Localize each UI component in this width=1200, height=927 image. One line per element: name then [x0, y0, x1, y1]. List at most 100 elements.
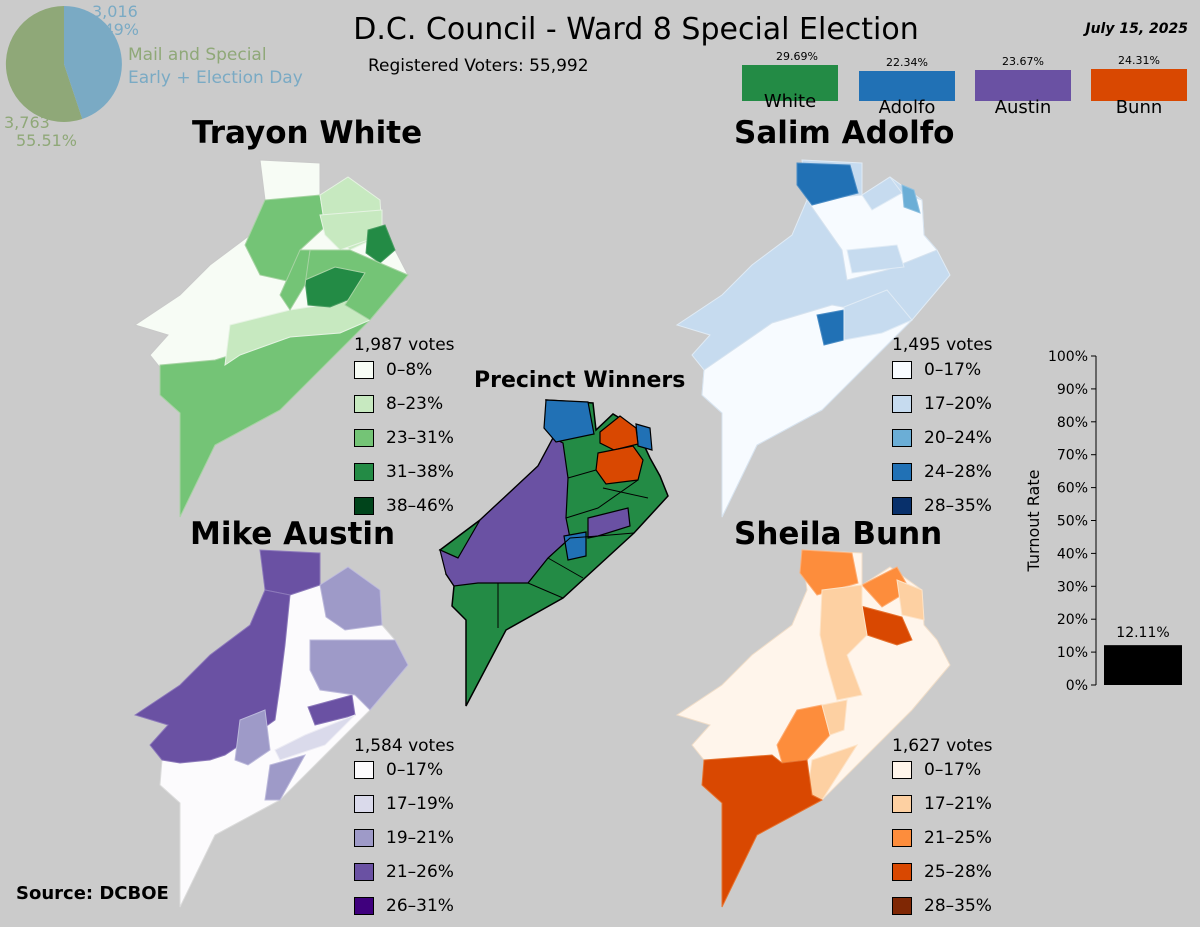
legend-item: 0–17%	[354, 753, 454, 787]
votes-adolfo: 1,495 votes	[892, 335, 993, 355]
legend-swatch	[354, 361, 374, 379]
legend-label: 21–26%	[386, 862, 454, 882]
precinct-area	[319, 566, 383, 631]
legend-swatch	[892, 863, 912, 881]
precinct-area	[264, 754, 307, 801]
legend-item: 26–31%	[354, 889, 454, 923]
legend-swatch	[892, 429, 912, 447]
precinct-area	[843, 289, 913, 341]
y-tick-label: 70%	[1057, 448, 1088, 464]
legend-label: 31–38%	[386, 462, 454, 482]
candidate-bar-pct: 29.69%	[776, 50, 818, 63]
legend-label: 0–17%	[386, 760, 444, 780]
precinct-area	[234, 709, 271, 766]
legend-label: 38–46%	[386, 496, 454, 516]
candidate-bar-name: Austin	[994, 97, 1052, 118]
legend-label: 28–35%	[924, 496, 992, 516]
legend-item: 20–24%	[892, 421, 992, 455]
legend-item: 17–20%	[892, 387, 992, 421]
legend-swatch	[354, 863, 374, 881]
precinct-area	[599, 415, 639, 451]
precinct-area	[309, 639, 409, 711]
legend-swatch	[892, 761, 912, 779]
precinct-area	[635, 423, 653, 451]
candidate-bar-pct: 24.31%	[1118, 54, 1160, 67]
candidate-bar-bunn: 24.31% Bunn	[1091, 54, 1187, 118]
legend-item: 21–25%	[892, 821, 992, 855]
map-adolfo	[675, 159, 951, 518]
precinct-area	[595, 445, 644, 485]
map-title-adolfo: Salim Adolfo	[734, 115, 955, 151]
precinct-area	[846, 244, 905, 274]
legend-swatch	[354, 429, 374, 447]
legend-item: 0–8%	[354, 353, 454, 387]
legend-swatch	[354, 761, 374, 779]
legend-label: 8–23%	[386, 394, 444, 414]
precinct-area	[224, 299, 371, 367]
precinct-area	[796, 162, 859, 206]
y-tick-label: 50%	[1057, 514, 1088, 530]
legend-label: 19–21%	[386, 828, 454, 848]
candidate-bar-swatch	[1091, 69, 1187, 101]
candidate-bar-white: 29.69% White	[742, 50, 852, 112]
y-tick-label: 40%	[1057, 546, 1088, 562]
legend-label: 17–19%	[386, 794, 454, 814]
candidate-bar-name: Adolfo	[878, 97, 936, 118]
precinct-area	[701, 304, 914, 518]
legend-item: 21–26%	[354, 855, 454, 889]
precinct-area	[901, 184, 921, 214]
pie-slice-early	[64, 6, 122, 119]
pie-early-pct: 44.49%	[78, 20, 140, 39]
legend-swatch	[892, 395, 912, 413]
legend-swatch	[354, 897, 374, 915]
legend-item: 17–21%	[892, 787, 992, 821]
y-tick-label: 30%	[1057, 579, 1088, 595]
candidate-bar-swatch	[859, 71, 955, 101]
legend-label: 23–31%	[386, 428, 454, 448]
y-tick-label: 0%	[1066, 678, 1088, 694]
legend-label: 21–25%	[924, 828, 992, 848]
election-date: July 15, 2025	[1085, 21, 1188, 37]
y-tick-label: 80%	[1057, 415, 1088, 431]
legend-label: 20–24%	[924, 428, 992, 448]
y-tick-label: 100%	[1048, 349, 1088, 365]
legend-item: 25–28%	[892, 855, 992, 889]
candidate-bar-austin: 23.67% Austin	[975, 55, 1071, 118]
pie-early-count: 3,016	[92, 2, 138, 21]
legend-swatch	[354, 395, 374, 413]
legend-item: 28–35%	[892, 889, 992, 923]
map-bunn	[675, 549, 951, 908]
pie-early-label: Early + Election Day	[128, 68, 303, 88]
legend-swatch	[892, 463, 912, 481]
precinct-area	[304, 249, 409, 321]
y-tick-label: 10%	[1057, 645, 1088, 661]
y-tick-label: 20%	[1057, 612, 1088, 628]
map-austin	[133, 549, 409, 908]
legend-white: 0–8% 8–23% 23–31% 31–38% 38–46%	[354, 353, 454, 523]
candidate-bar-swatch	[975, 70, 1071, 101]
legend-label: 0–17%	[924, 760, 982, 780]
legend-austin: 0–17% 17–19% 19–21% 21–26% 26–31%	[354, 753, 454, 923]
legend-label: 24–28%	[924, 462, 992, 482]
legend-swatch	[892, 497, 912, 515]
y-tick-label: 60%	[1057, 481, 1088, 497]
turnout-chart: 0% 10% 20% 30% 40% 50% 60% 70% 80% 90% 100% Turnout…	[1024, 349, 1182, 694]
votes-austin: 1,584 votes	[354, 736, 455, 756]
precinct-area	[274, 714, 356, 761]
precinct-area	[587, 507, 631, 539]
legend-label: 25–28%	[924, 862, 992, 882]
legend-bunn: 0–17% 17–21% 21–25% 25–28% 28–35%	[892, 753, 992, 923]
legend-swatch	[892, 829, 912, 847]
candidate-bar-adolfo: 22.34% Adolfo	[859, 56, 955, 118]
candidate-bar-pct: 22.34%	[886, 56, 928, 69]
legend-label: 28–35%	[924, 896, 992, 916]
legend-item: 23–31%	[354, 421, 454, 455]
map-title-white: Trayon White	[192, 115, 423, 151]
candidate-bar-pct: 23.67%	[1002, 55, 1044, 68]
candidate-bar-swatch	[742, 65, 838, 101]
legend-swatch	[354, 829, 374, 847]
legend-label: 0–17%	[924, 360, 982, 380]
map-title-austin: Mike Austin	[190, 516, 396, 552]
y-tick-label: 90%	[1057, 382, 1088, 398]
legend-item: 28–35%	[892, 489, 992, 523]
